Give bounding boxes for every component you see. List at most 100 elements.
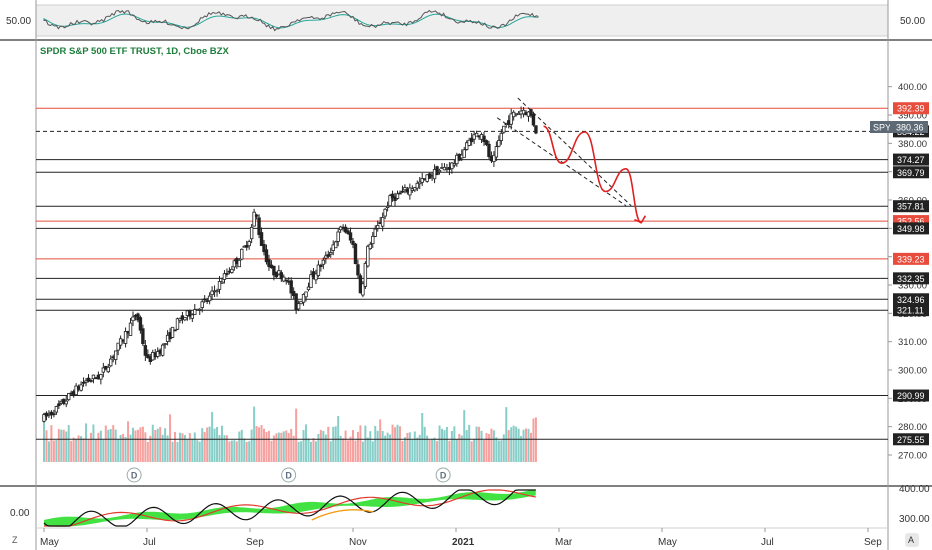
volume-bar (267, 430, 270, 462)
candle-body (198, 308, 202, 311)
volume-bar (94, 439, 97, 462)
candle-body (366, 245, 370, 267)
candle-body (400, 190, 405, 193)
volume-bar (282, 431, 285, 462)
volume-bar (374, 425, 377, 462)
candle-body (487, 143, 491, 158)
volume-bar (344, 430, 347, 462)
volume-bar (287, 432, 290, 462)
volume-bar (60, 429, 63, 462)
candle-body (57, 403, 61, 407)
volume-bar (416, 437, 419, 462)
candle-body (497, 140, 501, 147)
volume-bar (324, 434, 327, 462)
candle-body (141, 328, 145, 345)
volume-bar (134, 430, 137, 462)
chart-title: SPDR S&P 500 ETF TRUST, 1D, Cboe BZX (40, 46, 229, 57)
volume-bar (507, 430, 510, 462)
volume-bar (356, 431, 359, 462)
volume-bar (119, 435, 122, 462)
candle-body (42, 414, 46, 422)
volume-bar (364, 425, 367, 462)
projection-path[interactable] (543, 125, 647, 224)
candle-body (200, 301, 204, 308)
volume-bar (297, 441, 300, 462)
candle-body (484, 140, 489, 145)
level-tag-label: 374.27 (897, 155, 925, 165)
volume-bar (305, 424, 308, 462)
corner-label-right[interactable]: A (908, 535, 914, 545)
horizontal-levels[interactable] (36, 107, 888, 440)
candle-body (388, 195, 392, 207)
spy-price-tag (890, 121, 928, 133)
level-tag-label: 349.98 (897, 224, 925, 234)
dividend-marker[interactable] (126, 467, 142, 483)
time-axis[interactable]: May Jul Sep Nov 2021 Mar May Jul Sep (40, 528, 882, 548)
dividend-marker-label[interactable]: D (440, 471, 447, 481)
time-tick-label: May (658, 537, 677, 548)
volume-bar (139, 427, 142, 462)
volume-bar (245, 441, 248, 462)
projection-arrowhead[interactable] (634, 215, 647, 224)
candle-body (294, 293, 298, 311)
volume-bar (480, 430, 483, 462)
candle-body (237, 259, 241, 268)
indicator-red-line (44, 489, 536, 527)
corner-label-left[interactable]: Z (12, 535, 18, 545)
price-tick-label: 270.00 (898, 451, 927, 462)
dividend-marker-label[interactable]: D (131, 471, 138, 481)
volume-bar (376, 430, 379, 462)
projection-curve[interactable] (543, 125, 643, 224)
rsi-line (43, 9, 539, 32)
volume-bar (72, 437, 75, 462)
volume-bar (455, 439, 458, 462)
candle-body (284, 279, 288, 282)
candle-body (383, 208, 387, 217)
level-tag-label: 369.79 (897, 168, 925, 178)
candle-body (89, 380, 93, 382)
candle-body (222, 273, 227, 280)
dividend-marker[interactable] (281, 467, 297, 483)
volume-bar (492, 430, 495, 462)
volume-bar (50, 425, 53, 462)
dividend-marker[interactable] (435, 467, 451, 483)
candle-body (178, 318, 182, 321)
candle-body (173, 329, 177, 332)
volume-bar (52, 440, 55, 462)
volume-bar (149, 435, 152, 462)
volume-bar (389, 434, 392, 462)
candle-body (296, 303, 301, 310)
candle-body (408, 187, 412, 196)
volume-bar (57, 428, 60, 462)
candle-body (116, 342, 120, 351)
price-tick-label: 310.00 (898, 337, 927, 348)
volume-bar (240, 429, 243, 462)
volume-bar (384, 435, 387, 462)
candle-body (304, 291, 308, 298)
volume-bar (156, 428, 159, 462)
volume-bar (70, 440, 73, 462)
volume-bar (386, 432, 389, 462)
candle-body (395, 193, 400, 199)
price-axis[interactable]: 270.00280.00290.00300.00310.00320.00330.… (888, 82, 927, 462)
candle-body (521, 109, 526, 115)
channel-line[interactable] (517, 97, 632, 207)
candle-body (380, 217, 385, 227)
volume-bar (379, 419, 382, 462)
candle-body (319, 264, 323, 267)
dividend-marker-label[interactable]: D (285, 471, 292, 481)
volume-bars (43, 406, 537, 462)
candle-body (259, 232, 264, 247)
candle-body (348, 232, 353, 241)
volume-bar (171, 441, 174, 462)
volume-bar (309, 441, 312, 462)
volume-bar (520, 436, 523, 462)
level-tag (893, 304, 929, 317)
volume-bar (361, 441, 364, 462)
candle-body (254, 214, 259, 217)
candle-body (210, 290, 214, 296)
volume-bar (201, 428, 204, 462)
candle-body (306, 286, 311, 291)
corner-button-right[interactable] (905, 533, 919, 547)
